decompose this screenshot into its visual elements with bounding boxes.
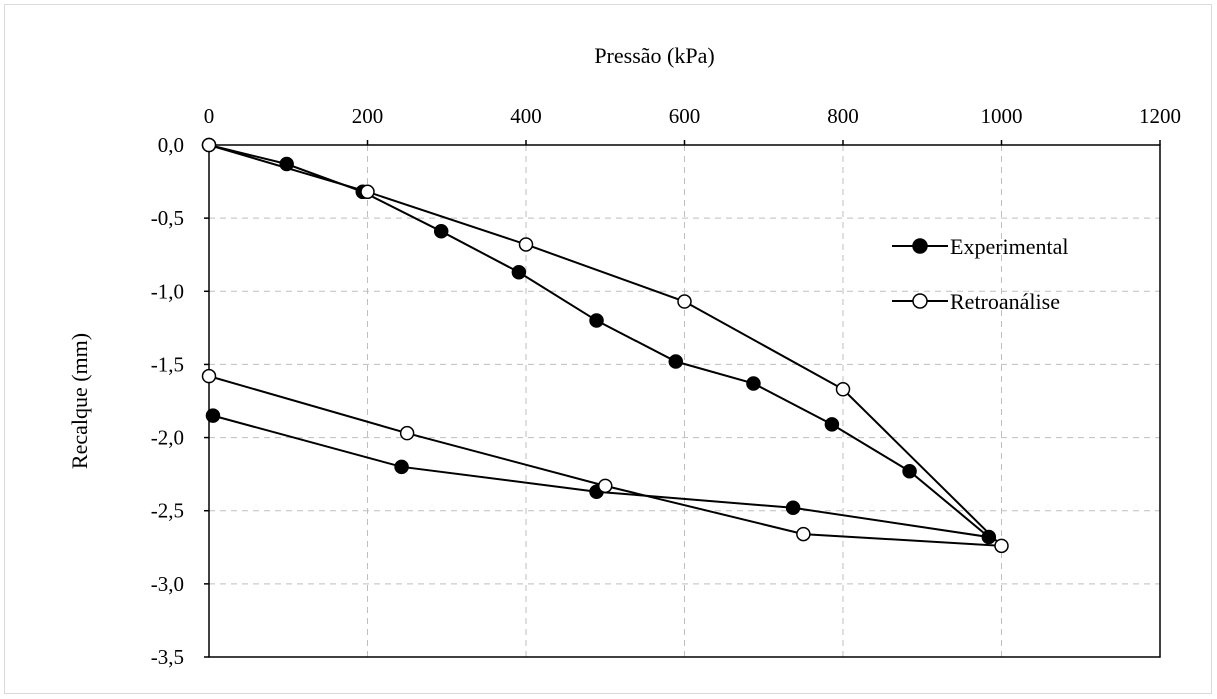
y-axis-title: Recalque (mm) — [67, 333, 92, 469]
series-layer — [201, 137, 1009, 554]
data-point-retroanalise — [796, 526, 811, 542]
legend-label-experimental: Experimental — [950, 234, 1069, 259]
x-tick-label: 400 — [510, 104, 542, 128]
x-tick-label: 800 — [827, 104, 859, 128]
pressure-settlement-chart: 0 200 400 600 800 1000 1200 0,0 -0,5 -1,0 -1,5 -2,0… — [67, 43, 1181, 669]
data-point-retroanalise — [360, 184, 375, 200]
x-tick-label: 0 — [204, 104, 215, 128]
x-tick-label: 1200 — [1139, 104, 1181, 128]
data-point-retroanalise — [201, 368, 217, 384]
legend-label-retroanalise: Retroanálise — [950, 289, 1060, 314]
plot-area-border — [208, 144, 1161, 658]
x-axis-title: Pressão (kPa) — [594, 43, 714, 68]
legend-item-experimental: Experimental — [892, 234, 1069, 259]
legend-marker-retroanalise — [912, 293, 928, 309]
y-tick-label: -2,0 — [151, 426, 184, 450]
data-point-retroanalise — [835, 382, 851, 397]
tick-label-layer: 0 200 400 600 800 1000 1200 0,0 -0,5 -1,0 -1,5 -2,0… — [151, 104, 1181, 669]
data-point-experimental — [394, 459, 409, 475]
data-point-retroanalise — [598, 478, 613, 494]
series-line-experimental — [208, 144, 993, 539]
data-point-experimental — [746, 376, 761, 391]
data-point-retroanalise — [677, 294, 692, 309]
grid-layer — [204, 140, 1161, 658]
data-point-experimental — [824, 417, 840, 432]
y-tick-label: -0,5 — [151, 206, 184, 230]
legend-marker-experimental — [912, 238, 928, 254]
x-tick-label: 1000 — [981, 104, 1023, 128]
legend: Experimental Retroanálise — [892, 234, 1069, 314]
data-point-retroanalise — [994, 538, 1009, 554]
data-point-experimental — [205, 408, 221, 423]
y-tick-label: -2,5 — [151, 499, 184, 523]
data-point-experimental — [902, 463, 917, 479]
y-tick-label: -1,0 — [151, 279, 184, 303]
data-point-experimental — [433, 224, 449, 239]
y-tick-label: 0,0 — [158, 133, 184, 157]
data-point-retroanalise — [518, 237, 534, 252]
data-point-experimental — [589, 313, 604, 328]
chart-frame: 0 200 400 600 800 1000 1200 0,0 -0,5 -1,0 -1,5 -2,0… — [4, 4, 1212, 694]
data-point-experimental — [511, 265, 527, 280]
y-tick-label: -3,5 — [151, 645, 184, 669]
legend-item-retroanalise: Retroanálise — [892, 289, 1060, 314]
data-point-experimental — [668, 354, 684, 369]
data-point-experimental — [785, 500, 801, 516]
data-point-retroanalise — [399, 425, 415, 441]
x-tick-label: 600 — [669, 104, 701, 128]
data-point-retroanalise — [201, 137, 217, 153]
y-tick-label: -1,5 — [151, 352, 184, 376]
x-tick-label: 200 — [352, 104, 384, 128]
y-tick-label: -3,0 — [151, 572, 184, 596]
data-point-experimental — [981, 529, 997, 545]
series-line-retroanalise — [208, 144, 1005, 547]
